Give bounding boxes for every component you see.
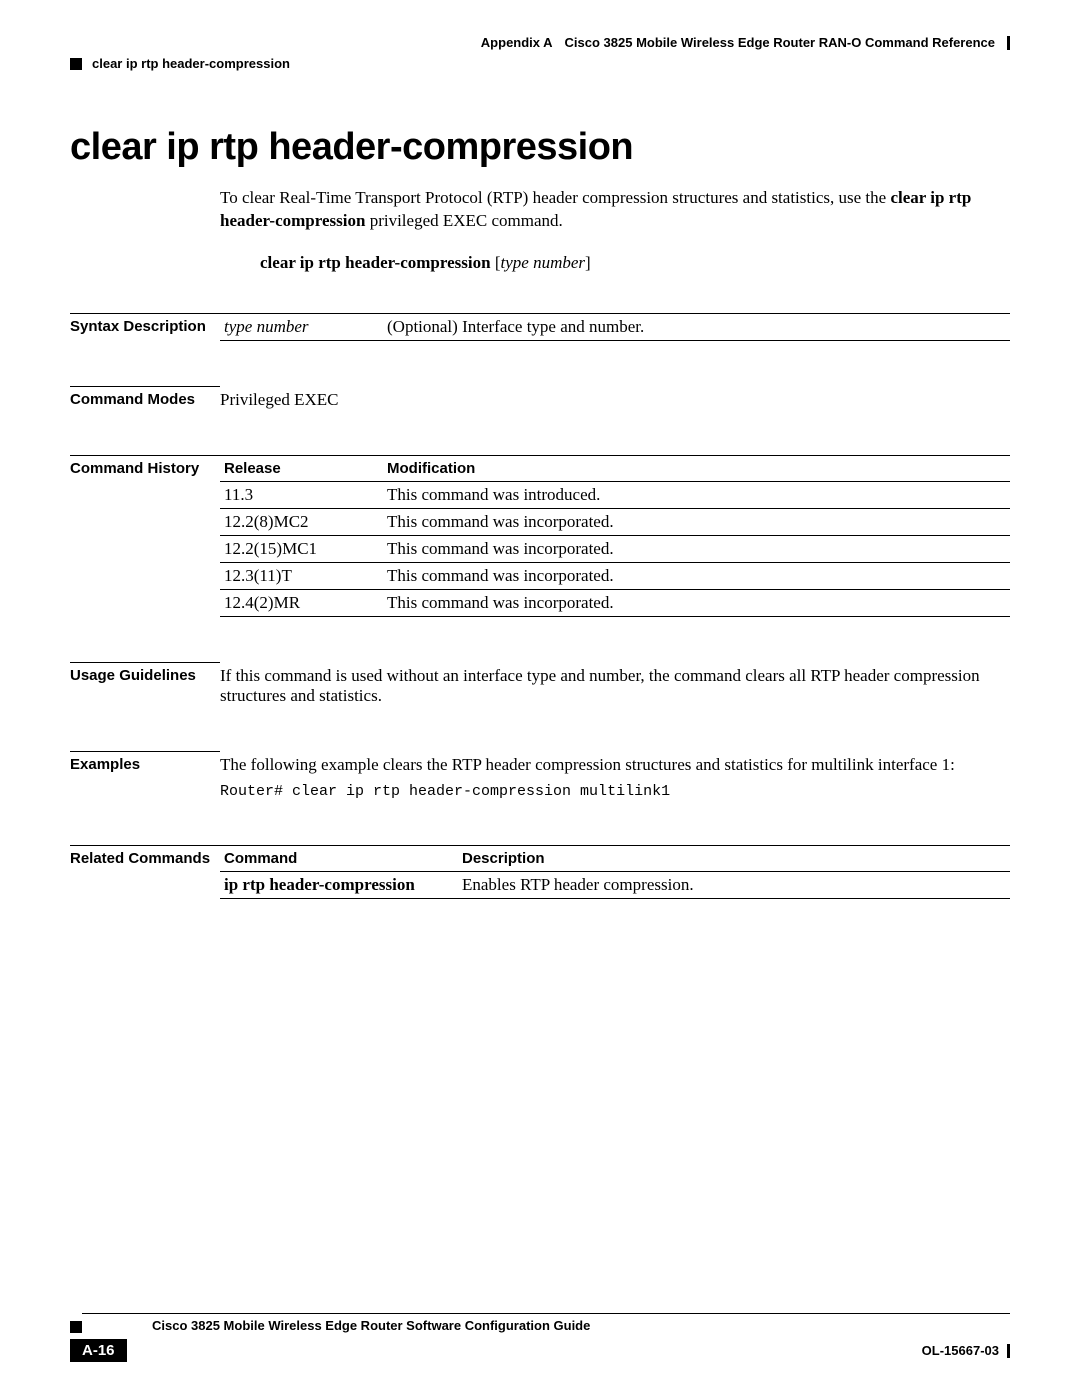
related-desc-cell: Enables RTP header compression. — [458, 871, 1010, 898]
section-command-modes: Command Modes Privileged EXEC — [70, 386, 1010, 410]
table-row: 12.4(2)MRThis command was incorporated. — [220, 589, 1010, 616]
syntax-description-table: type number (Optional) Interface type an… — [220, 313, 1010, 341]
intro-paragraph: To clear Real-Time Transport Protocol (R… — [220, 187, 1010, 233]
examples-code: Router# clear ip rtp header-compression … — [220, 783, 1010, 800]
syntax-bracket-open: [ — [491, 253, 501, 272]
syntax-desc-cell: (Optional) Interface type and number. — [383, 313, 1010, 340]
section-label: Command Modes — [70, 386, 220, 408]
table-row: 11.3This command was introduced. — [220, 481, 1010, 508]
history-mod-cell: This command was incorporated. — [383, 535, 1010, 562]
history-mod-cell: This command was incorporated. — [383, 589, 1010, 616]
related-header-command: Command — [220, 845, 458, 871]
syntax-bracket-close: ] — [585, 253, 591, 272]
section-label: Command History — [70, 455, 220, 477]
section-usage-guidelines: Usage Guidelines If this command is used… — [70, 662, 1010, 706]
page-title: clear ip rtp header-compression — [70, 126, 1010, 169]
intro-pre: To clear Real-Time Transport Protocol (R… — [220, 188, 890, 207]
related-commands-table: Command Description ip rtp header-compre… — [220, 845, 1010, 899]
syntax-arg-cell: type number — [220, 313, 383, 340]
history-header-modification: Modification — [383, 455, 1010, 481]
table-row: 12.2(8)MC2This command was incorporated. — [220, 508, 1010, 535]
table-row: 12.2(15)MC1This command was incorporated… — [220, 535, 1010, 562]
history-release-cell: 11.3 — [220, 481, 383, 508]
section-syntax-description: Syntax Description type number (Optional… — [70, 313, 1010, 341]
appendix-label: Appendix A — [481, 35, 553, 50]
history-header-release: Release — [220, 455, 383, 481]
history-mod-cell: This command was incorporated. — [383, 508, 1010, 535]
history-mod-cell: This command was incorporated. — [383, 562, 1010, 589]
intro-post: privileged EXEC command. — [365, 211, 562, 230]
syntax-arg: type number — [501, 253, 586, 272]
page-footer: Cisco 3825 Mobile Wireless Edge Router S… — [70, 1313, 1010, 1362]
command-modes-value: Privileged EXEC — [220, 390, 339, 409]
related-header-description: Description — [458, 845, 1010, 871]
command-history-table: Release Modification 11.3This command wa… — [220, 455, 1010, 617]
usage-text: If this command is used without an inter… — [220, 666, 980, 705]
syntax-line: clear ip rtp header-compression [type nu… — [260, 253, 1010, 273]
section-command-history: Command History Release Modification 11.… — [70, 455, 1010, 617]
square-bullet-icon — [70, 58, 82, 70]
section-label: Related Commands — [70, 845, 220, 867]
footer-square-icon — [70, 1321, 82, 1333]
page-header: Appendix A Cisco 3825 Mobile Wireless Ed… — [70, 35, 1010, 50]
section-examples: Examples The following example clears th… — [70, 751, 1010, 800]
doc-title: Cisco 3825 Mobile Wireless Edge Router R… — [565, 35, 995, 50]
footer-docnum: OL-15667-03 — [922, 1343, 999, 1358]
running-head-text: clear ip rtp header-compression — [92, 56, 290, 71]
section-label: Syntax Description — [70, 313, 220, 335]
history-release-cell: 12.3(11)T — [220, 562, 383, 589]
table-row: 12.3(11)TThis command was incorporated. — [220, 562, 1010, 589]
table-row: ip rtp header-compressionEnables RTP hea… — [220, 871, 1010, 898]
footer-bar-icon — [1007, 1344, 1010, 1358]
syntax-cmd: clear ip rtp header-compression — [260, 253, 491, 272]
history-mod-cell: This command was introduced. — [383, 481, 1010, 508]
section-label: Examples — [70, 751, 220, 773]
history-release-cell: 12.2(15)MC1 — [220, 535, 383, 562]
header-bar-icon — [1007, 36, 1010, 50]
section-label: Usage Guidelines — [70, 662, 220, 684]
section-related-commands: Related Commands Command Description ip … — [70, 845, 1010, 899]
footer-rule — [82, 1313, 1010, 1314]
related-cmd-cell: ip rtp header-compression — [220, 871, 458, 898]
page-number: A-16 — [70, 1339, 127, 1362]
history-release-cell: 12.2(8)MC2 — [220, 508, 383, 535]
history-release-cell: 12.4(2)MR — [220, 589, 383, 616]
examples-text: The following example clears the RTP hea… — [220, 755, 1010, 775]
footer-book-title: Cisco 3825 Mobile Wireless Edge Router S… — [152, 1318, 590, 1333]
running-head: clear ip rtp header-compression — [70, 56, 1010, 71]
